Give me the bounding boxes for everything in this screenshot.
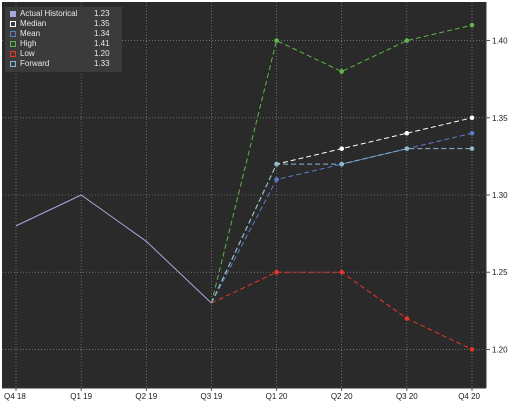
x-tick-label: Q3 19 <box>201 392 223 401</box>
x-tick-label: Q4 18 <box>4 392 26 401</box>
legend-swatch-icon <box>10 11 16 17</box>
data-point-forward <box>404 146 410 151</box>
series-markers <box>274 22 475 352</box>
legend-label: Forward <box>20 59 50 68</box>
y-tick-label: 1.20 <box>492 345 508 354</box>
legend-value: 1.20 <box>94 49 110 58</box>
legend-label: High <box>20 39 37 48</box>
data-point-low <box>404 316 410 321</box>
x-axis: Q4 18 Q1 19 Q2 19 Q3 19 Q1 20 Q2 20 Q3 20 Q4 20 <box>2 387 486 401</box>
data-point-low <box>469 347 475 352</box>
x-tick-label: Q3 20 <box>396 392 418 401</box>
data-point-forward <box>274 161 279 167</box>
data-point-mean <box>274 177 279 182</box>
x-tick-label: Q4 20 <box>458 392 480 401</box>
data-point-high <box>339 69 345 74</box>
x-tick-label: Q2 20 <box>331 392 353 401</box>
legend-label: Mean <box>20 29 41 38</box>
y-axis: 1.20 1.25 1.30 1.35 1.40 <box>485 2 508 388</box>
data-point-median <box>469 115 475 121</box>
data-point-low <box>339 269 345 275</box>
y-tick-label: 1.25 <box>492 268 508 277</box>
legend-entry-low: Low 1.20 <box>5 49 122 59</box>
legend-swatch-icon <box>10 31 16 37</box>
legend-value: 1.23 <box>94 9 110 18</box>
x-tick-label: Q2 19 <box>135 392 157 401</box>
legend-entry-actual-historical: Actual Historical 1.23 <box>5 9 122 19</box>
legend-entry-forward: Forward 1.33 <box>5 59 122 69</box>
legend-value: 1.35 <box>94 19 110 28</box>
legend-entry-high: High 1.41 <box>5 39 122 49</box>
data-point-forward <box>469 146 475 151</box>
legend-label: Median <box>20 19 47 28</box>
x-tick-label: Q1 20 <box>266 392 288 401</box>
legend-value: 1.34 <box>94 29 110 38</box>
data-point-high <box>274 38 279 43</box>
data-point-mean <box>469 130 475 136</box>
y-tick-label: 1.35 <box>492 114 508 123</box>
legend-swatch-icon <box>10 21 16 27</box>
y-tick-label: 1.30 <box>492 191 508 200</box>
y-tick-label: 1.40 <box>492 37 508 46</box>
legend-label: Low <box>20 49 35 58</box>
chart-legend: Actual Historical 1.23 Median 1.35 Mean … <box>5 7 122 72</box>
legend-label: Actual Historical <box>20 9 78 18</box>
legend-swatch-icon <box>10 51 16 57</box>
data-point-median <box>404 130 410 136</box>
legend-entry-median: Median 1.35 <box>5 19 122 29</box>
legend-entry-mean: Mean 1.34 <box>5 29 122 39</box>
legend-swatch-icon <box>10 61 16 67</box>
data-point-high <box>404 38 410 43</box>
data-point-low <box>274 269 279 275</box>
series-line-high <box>210 24 473 304</box>
data-point-median <box>339 146 345 151</box>
legend-swatch-icon <box>10 41 16 47</box>
data-point-forward <box>339 161 345 167</box>
data-point-high <box>469 22 475 28</box>
series-line-actual-historical <box>15 194 212 304</box>
legend-value: 1.41 <box>94 39 110 48</box>
legend-value: 1.33 <box>94 59 110 68</box>
x-tick-label: Q1 19 <box>70 392 92 401</box>
